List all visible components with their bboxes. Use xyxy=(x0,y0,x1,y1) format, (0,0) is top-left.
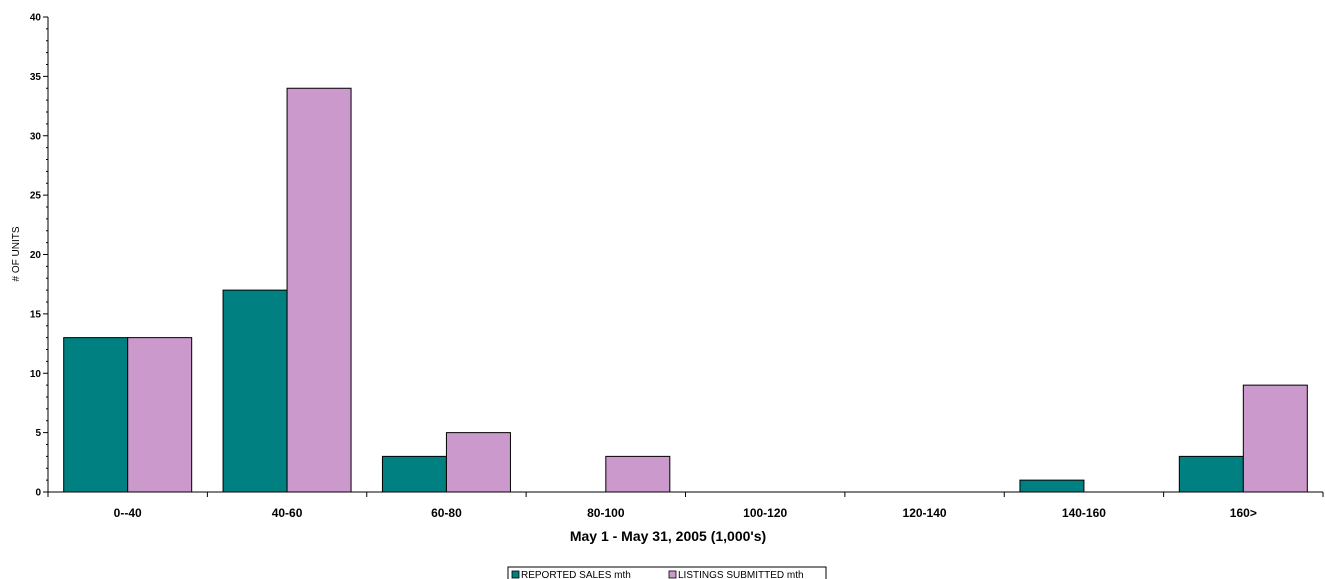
legend-box xyxy=(507,566,827,579)
y-tick-label: 15 xyxy=(30,309,42,320)
y-tick-label: 30 xyxy=(30,131,42,142)
y-tick-label: 40 xyxy=(30,13,42,24)
bar-listings-submitted xyxy=(1242,384,1308,493)
x-tick-label: 140-160 xyxy=(1062,506,1106,520)
x-tick-label: 40-60 xyxy=(272,506,303,520)
bar-reported-sales xyxy=(381,455,447,493)
bar-listings-submitted xyxy=(605,455,671,493)
x-tick-label: 100-120 xyxy=(743,506,787,520)
y-tick-label: 25 xyxy=(30,191,42,202)
bar-reported-sales xyxy=(222,289,288,493)
category-labels: 0--40 40-60 60-80 80-100 100-120 120-140 140-1… xyxy=(114,506,1257,520)
bar-listings-submitted xyxy=(445,432,511,493)
x-tick-label: 160> xyxy=(1230,506,1257,520)
legend-label-reported-sales: REPORTED SALES mth xyxy=(521,570,631,579)
legend-label-listings-submitted: LISTINGS SUBMITTED mth xyxy=(678,570,804,579)
y-axis-title: # OF UNITS xyxy=(11,226,22,281)
legend: REPORTED SALES mth LISTINGS SUBMITTED mt… xyxy=(507,566,827,579)
bar-listings-submitted xyxy=(127,337,193,493)
x-tick-label: 120-140 xyxy=(903,506,947,520)
bars xyxy=(63,87,1308,493)
y-tick-label: 0 xyxy=(35,488,41,499)
x-tick-label: 80-100 xyxy=(587,506,625,520)
x-tick-label: 60-80 xyxy=(431,506,462,520)
y-tick-label: 35 xyxy=(30,72,42,83)
y-tick-label: 20 xyxy=(30,250,42,261)
legend-swatch-reported-sales xyxy=(511,570,520,579)
bar-listings-submitted xyxy=(286,87,352,493)
x-axis-title: May 1 - May 31, 2005 (1,000's) xyxy=(570,528,766,544)
x-axis xyxy=(47,491,1324,497)
y-tick-label: 5 xyxy=(35,428,41,439)
bar-reported-sales xyxy=(63,337,129,493)
legend-swatch-listings-submitted xyxy=(668,570,677,579)
y-axis: 0 5 10 15 20 25 30 35 40 xyxy=(30,13,49,499)
x-tick-label: 0--40 xyxy=(114,506,142,520)
bar-reported-sales xyxy=(1019,479,1085,493)
bar-reported-sales xyxy=(1178,455,1244,493)
y-tick-label: 10 xyxy=(30,369,42,380)
